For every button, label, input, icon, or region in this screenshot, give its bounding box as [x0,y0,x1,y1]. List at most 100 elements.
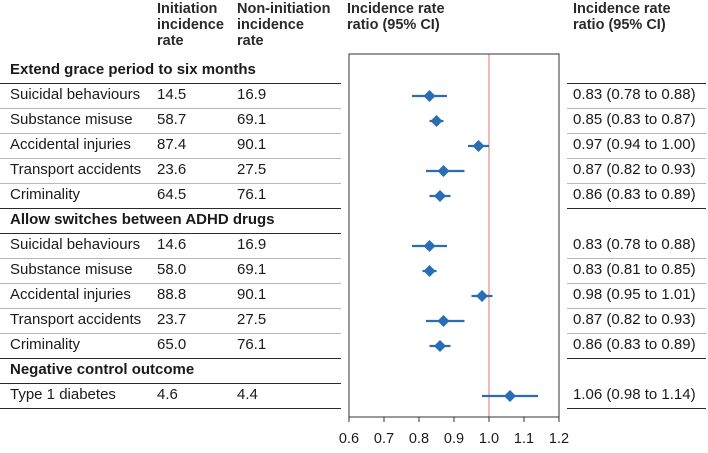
outcome-label: Suicidal behaviours [10,236,141,253]
non-initiation-rate-value: 90.1 [237,286,267,303]
estimate-marker [476,290,488,302]
non-initiation-rate-value: 69.1 [237,261,267,278]
non-initiation-rate-value: 27.5 [237,311,267,328]
plot-frame [348,53,560,418]
row-separator [0,333,341,334]
initiation-rate-value: 23.7 [157,311,187,328]
outcome-label: Accidental injuries [10,136,131,153]
x-tick-label: 0.7 [374,431,394,447]
x-tick-label: 1.2 [549,431,569,447]
header-non-initiation-rate-line: incidence [237,17,304,33]
section-separator [0,83,341,84]
header-initiation-rate-line: incidence [157,17,224,33]
initiation-rate-value: 14.5 [157,86,187,103]
row-separator-right [567,133,706,134]
section-title: Allow switches between ADHD drugs [10,211,275,228]
initiation-rate-value: 23.6 [157,161,187,178]
outcome-label: Substance misuse [10,261,133,278]
estimate-marker [504,390,516,402]
header-irr-text-line: Incidence rate [573,1,671,17]
initiation-rate-value: 87.4 [157,136,187,153]
irr-ci-text: 0.86 (0.83 to 0.89) [573,336,696,353]
row-separator [0,133,341,134]
outcome-label: Transport accidents [10,311,142,328]
estimate-marker [430,115,443,127]
estimate-marker [423,90,436,102]
non-initiation-rate-value: 76.1 [237,336,267,353]
row-separator [0,208,341,209]
header-irr-plot-line: Incidence rate [347,1,445,17]
x-tick-label: 0.9 [444,431,464,447]
outcome-label: Suicidal behaviours [10,86,141,103]
outcome-label: Type 1 diabetes [10,386,116,403]
estimate-marker [434,340,446,352]
row-separator-right [567,183,706,184]
non-initiation-rate-value: 90.1 [237,136,267,153]
initiation-rate-value: 65.0 [157,336,187,353]
irr-ci-text: 0.83 (0.78 to 0.88) [573,86,696,103]
initiation-rate-value: 14.6 [157,236,187,253]
estimate-marker [434,190,446,202]
row-separator [0,258,341,259]
section-title: Negative control outcome [10,361,195,378]
estimate-marker [472,140,485,152]
row-separator-right [567,158,706,159]
irr-ci-text: 1.06 (0.98 to 1.14) [573,386,696,403]
row-separator [0,108,341,109]
irr-ci-text: 0.83 (0.81 to 0.85) [573,261,696,278]
estimate-marker [423,240,436,252]
header-non-initiation-rate-line: Non-initiation [237,1,331,17]
header-irr-text-line: ratio (95% CI) [573,17,666,33]
irr-ci-text: 0.85 (0.83 to 0.87) [573,111,696,128]
irr-ci-text: 0.83 (0.78 to 0.88) [573,236,696,253]
header-initiation-rate: Initiation incidence rate [157,1,224,49]
initiation-rate-value: 58.7 [157,111,187,128]
irr-ci-text: 0.87 (0.82 to 0.93) [573,161,696,178]
x-tick-label: 0.6 [339,431,359,447]
initiation-rate-value: 4.6 [157,386,178,403]
estimate-marker [437,165,450,177]
header-irr-plot-line: ratio (95% CI) [347,17,440,33]
row-separator [0,408,341,409]
non-initiation-rate-value: 16.9 [237,236,267,253]
header-irr-plot: Incidence rate ratio (95% CI) [347,1,445,33]
section-title: Extend grace period to six months [10,61,256,78]
outcome-label: Substance misuse [10,111,133,128]
row-separator [0,308,341,309]
x-tick-label: 1.0 [479,431,499,447]
initiation-rate-value: 64.5 [157,186,187,203]
irr-ci-text: 0.97 (0.94 to 1.00) [573,136,696,153]
row-separator-right [567,208,706,209]
row-separator-right [567,333,706,334]
outcome-label: Criminality [10,336,81,353]
irr-ci-text: 0.98 (0.95 to 1.01) [573,286,696,303]
row-separator [0,183,341,184]
row-separator [0,283,341,284]
non-initiation-rate-value: 27.5 [237,161,267,178]
row-separator-right [567,358,706,359]
row-separator-right [567,108,706,109]
estimate-marker [437,315,450,327]
header-initiation-rate-line: Initiation [157,1,218,17]
x-tick-label: 0.8 [409,431,429,447]
header-non-initiation-rate-line: rate [237,33,264,49]
estimate-marker [423,265,436,277]
row-separator [0,158,341,159]
row-separator-right [567,258,706,259]
initiation-rate-value: 58.0 [157,261,187,278]
row-separator-right [567,408,706,409]
non-initiation-rate-value: 16.9 [237,86,267,103]
non-initiation-rate-value: 69.1 [237,111,267,128]
irr-ci-text: 0.87 (0.82 to 0.93) [573,311,696,328]
header-initiation-rate-line: rate [157,33,184,49]
outcome-label: Criminality [10,186,81,203]
x-tick-label: 1.1 [514,431,534,447]
row-separator-right [567,283,706,284]
outcome-label: Transport accidents [10,161,142,178]
row-separator [0,358,341,359]
ci-top-separator [567,83,706,84]
row-separator-right [567,308,706,309]
header-non-initiation-rate: Non-initiation incidence rate [237,1,330,49]
non-initiation-rate-value: 4.4 [237,386,258,403]
